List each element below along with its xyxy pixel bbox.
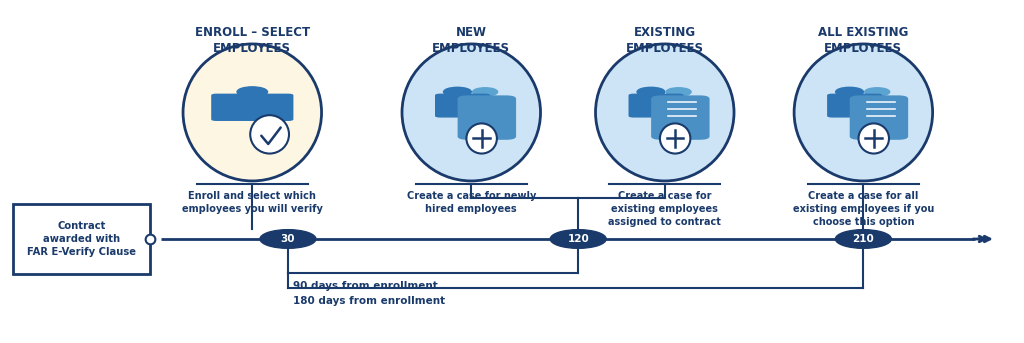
Circle shape (637, 87, 665, 96)
FancyBboxPatch shape (211, 94, 294, 121)
Text: 210: 210 (853, 234, 874, 244)
Text: EXISTING
EMPLOYEES: EXISTING EMPLOYEES (626, 26, 703, 55)
Ellipse shape (250, 115, 289, 154)
Text: Create a case for all
existing employees if you
choose this option: Create a case for all existing employees… (793, 191, 934, 227)
Text: 120: 120 (567, 234, 589, 244)
FancyBboxPatch shape (827, 94, 883, 118)
Circle shape (864, 88, 890, 96)
Circle shape (667, 88, 691, 96)
Text: ENROLL – SELECT
EMPLOYEES: ENROLL – SELECT EMPLOYEES (195, 26, 310, 55)
Circle shape (473, 88, 498, 96)
Text: Contract
awarded with
FAR E-Verify Clause: Contract awarded with FAR E-Verify Claus… (28, 221, 136, 257)
Text: 30: 30 (281, 234, 295, 244)
FancyBboxPatch shape (850, 95, 908, 140)
Ellipse shape (466, 123, 497, 154)
FancyBboxPatch shape (629, 94, 684, 118)
Ellipse shape (550, 230, 606, 248)
Ellipse shape (858, 123, 889, 154)
Text: NEW
EMPLOYEES: NEW EMPLOYEES (432, 26, 510, 55)
Text: Create a case for
existing employees
assigned to contract: Create a case for existing employees ass… (608, 191, 721, 227)
Circle shape (267, 95, 291, 103)
Circle shape (238, 87, 267, 97)
Text: Enroll and select which
employees you will verify: Enroll and select which employees you wi… (182, 191, 323, 214)
Ellipse shape (794, 44, 933, 181)
Text: 90 days from enrollment: 90 days from enrollment (293, 281, 438, 291)
Ellipse shape (402, 44, 541, 181)
FancyBboxPatch shape (651, 95, 710, 140)
Ellipse shape (836, 230, 891, 248)
Ellipse shape (659, 123, 690, 154)
Text: 180 days from enrollment: 180 days from enrollment (293, 296, 445, 306)
FancyBboxPatch shape (458, 95, 516, 140)
FancyBboxPatch shape (13, 203, 151, 274)
Circle shape (443, 87, 471, 96)
Circle shape (214, 95, 238, 103)
FancyBboxPatch shape (435, 94, 490, 118)
Text: Create a case for newly
hired employees: Create a case for newly hired employees (407, 191, 536, 214)
Ellipse shape (596, 44, 734, 181)
Ellipse shape (260, 230, 316, 248)
Ellipse shape (183, 44, 322, 181)
Circle shape (836, 87, 863, 96)
Text: ALL EXISTING
EMPLOYEES: ALL EXISTING EMPLOYEES (818, 26, 908, 55)
